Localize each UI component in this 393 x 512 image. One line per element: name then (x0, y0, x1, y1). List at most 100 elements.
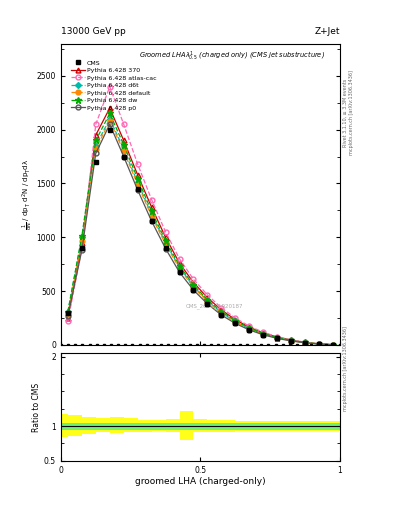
Text: Z+Jet: Z+Jet (314, 27, 340, 36)
Pythia 6.428 dw (135, 176, 140, 182)
Pythia 6.428 atlas-cac (149, 197, 154, 203)
CMS (79, 245, 84, 251)
Text: 13000 GeV pp: 13000 GeV pp (61, 27, 126, 36)
Pythia 6.428 atlas-cac (205, 292, 210, 298)
Line: Pythia 6.428 p0: Pythia 6.428 p0 (66, 122, 335, 347)
Pythia 6.428 370 (163, 234, 168, 240)
Pythia 6.428 d6t (261, 331, 266, 337)
Pythia 6.428 d6t (275, 335, 279, 341)
Legend: CMS, Pythia 6.428 370, Pythia 6.428 atlas-cac, Pythia 6.428 d6t, Pythia 6.428 de: CMS, Pythia 6.428 370, Pythia 6.428 atla… (70, 59, 158, 112)
Pythia 6.428 370 (247, 324, 252, 330)
Pythia 6.428 default (275, 335, 279, 341)
CMS (331, 342, 335, 348)
Pythia 6.428 atlas-cac (191, 276, 196, 282)
Pythia 6.428 default (219, 310, 224, 316)
CMS (135, 186, 140, 192)
Pythia 6.428 370 (177, 260, 182, 266)
Pythia 6.428 370 (94, 132, 98, 138)
Pythia 6.428 default (205, 298, 210, 305)
Pythia 6.428 atlas-cac (66, 318, 70, 324)
Line: Pythia 6.428 default: Pythia 6.428 default (66, 119, 335, 347)
Pythia 6.428 d6t (79, 234, 84, 240)
Pythia 6.428 atlas-cac (79, 245, 84, 251)
Pythia 6.428 dw (79, 233, 84, 239)
Pythia 6.428 dw (275, 334, 279, 340)
Pythia 6.428 dw (177, 263, 182, 269)
CMS (163, 245, 168, 251)
Line: Pythia 6.428 370: Pythia 6.428 370 (66, 105, 335, 347)
Text: Rivet 3.1.10, ≥ 3.3M events: Rivet 3.1.10, ≥ 3.3M events (343, 78, 348, 147)
Pythia 6.428 d6t (66, 309, 70, 315)
CMS (261, 332, 266, 338)
Pythia 6.428 default (247, 326, 252, 332)
Pythia 6.428 atlas-cac (303, 339, 307, 345)
Pythia 6.428 p0 (121, 154, 126, 160)
Pythia 6.428 p0 (205, 301, 210, 307)
Line: Pythia 6.428 dw: Pythia 6.428 dw (65, 111, 336, 348)
Pythia 6.428 default (66, 311, 70, 317)
Pythia 6.428 dw (205, 296, 210, 303)
CMS (149, 218, 154, 224)
Pythia 6.428 atlas-cac (289, 337, 294, 343)
Pythia 6.428 p0 (303, 340, 307, 346)
Pythia 6.428 d6t (289, 337, 294, 344)
Pythia 6.428 default (191, 284, 196, 290)
Pythia 6.428 atlas-cac (275, 334, 279, 340)
Pythia 6.428 d6t (135, 179, 140, 185)
Pythia 6.428 p0 (317, 341, 321, 347)
Pythia 6.428 default (149, 213, 154, 219)
Line: CMS: CMS (66, 127, 335, 347)
Pythia 6.428 dw (219, 309, 224, 315)
Pythia 6.428 p0 (79, 247, 84, 253)
Pythia 6.428 d6t (163, 240, 168, 246)
Pythia 6.428 default (303, 339, 307, 346)
Pythia 6.428 atlas-cac (107, 83, 112, 90)
Pythia 6.428 p0 (191, 287, 196, 293)
Pythia 6.428 dw (317, 341, 321, 347)
Pythia 6.428 default (331, 342, 335, 348)
Pythia 6.428 atlas-cac (331, 342, 335, 348)
Pythia 6.428 default (177, 265, 182, 271)
Pythia 6.428 dw (191, 282, 196, 288)
Pythia 6.428 default (289, 337, 294, 344)
Pythia 6.428 dw (261, 330, 266, 336)
Y-axis label: $\mathregular{\frac{1}{dN}}$ / $\mathregular{dp_T}$ $\mathregular{d^2N}$ / $\mat: $\mathregular{\frac{1}{dN}}$ / $\mathreg… (21, 159, 35, 230)
Pythia 6.428 d6t (317, 341, 321, 347)
CMS (303, 340, 307, 346)
Pythia 6.428 dw (233, 317, 238, 324)
Pythia 6.428 370 (107, 105, 112, 111)
Pythia 6.428 d6t (94, 143, 98, 149)
Pythia 6.428 atlas-cac (261, 329, 266, 335)
Pythia 6.428 dw (107, 111, 112, 117)
CMS (317, 341, 321, 347)
Pythia 6.428 370 (261, 330, 266, 336)
Pythia 6.428 atlas-cac (247, 323, 252, 329)
Pythia 6.428 p0 (135, 187, 140, 193)
CMS (219, 312, 224, 318)
Pythia 6.428 p0 (331, 342, 335, 348)
Pythia 6.428 p0 (275, 335, 279, 342)
Pythia 6.428 atlas-cac (177, 256, 182, 262)
Pythia 6.428 dw (149, 208, 154, 215)
Text: mcplots.cern.ch [arXiv:1306.3436]: mcplots.cern.ch [arXiv:1306.3436] (349, 70, 354, 155)
Text: mcplots.cern.ch [arXiv:1306.3436]: mcplots.cern.ch [arXiv:1306.3436] (343, 326, 348, 411)
CMS (191, 287, 196, 293)
Pythia 6.428 dw (303, 339, 307, 346)
Pythia 6.428 atlas-cac (135, 161, 140, 167)
Pythia 6.428 dw (66, 309, 70, 315)
Pythia 6.428 370 (289, 337, 294, 343)
Pythia 6.428 dw (247, 325, 252, 331)
Pythia 6.428 p0 (261, 332, 266, 338)
CMS (289, 338, 294, 344)
Y-axis label: Ratio to CMS: Ratio to CMS (32, 382, 41, 432)
Pythia 6.428 p0 (247, 327, 252, 333)
Pythia 6.428 p0 (233, 321, 238, 327)
Pythia 6.428 p0 (177, 269, 182, 275)
Pythia 6.428 d6t (233, 318, 238, 325)
Pythia 6.428 atlas-cac (163, 229, 168, 235)
Pythia 6.428 default (121, 148, 126, 154)
Pythia 6.428 p0 (149, 218, 154, 224)
Pythia 6.428 370 (191, 280, 196, 286)
Pythia 6.428 370 (149, 204, 154, 210)
Pythia 6.428 default (94, 146, 98, 152)
